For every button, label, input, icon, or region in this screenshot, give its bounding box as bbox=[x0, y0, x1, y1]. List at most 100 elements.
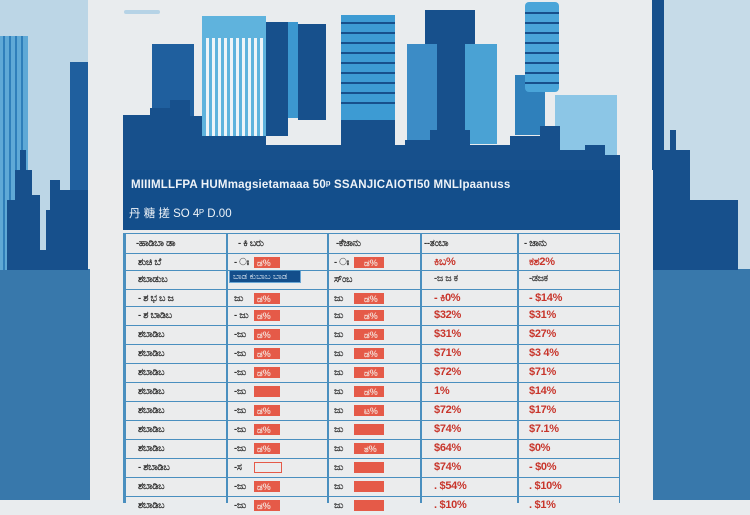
row-label: ಶುಚಿ ಬೆ bbox=[138, 257, 161, 268]
percent-value: $64% bbox=[434, 442, 461, 454]
progress-bar bbox=[354, 329, 384, 340]
progress-bar bbox=[254, 386, 280, 397]
building bbox=[288, 22, 298, 118]
table-header-row: -ಹಾಡಿಬಾ ಡಾ - ಕಿ ಬರು -ಕೆಜಾನು --ತಂಬಾ - ಜಾನ… bbox=[124, 233, 619, 253]
title-banner: MIIIMLLFPA HUMmagsietamaaa 50ᵖ SSANJICAI… bbox=[123, 170, 620, 230]
progress-bar bbox=[354, 405, 384, 416]
cell-value: -ಜು bbox=[234, 348, 246, 359]
bar-label: ಟ% bbox=[364, 406, 378, 416]
percent-value: $27% bbox=[529, 328, 556, 340]
building bbox=[341, 15, 395, 125]
percent-value: $71% bbox=[434, 347, 461, 359]
percent-value: . $54% bbox=[434, 480, 467, 492]
cell-value: ಸ್ಂಬ bbox=[334, 274, 353, 285]
cell-value: - ಃ bbox=[334, 257, 349, 268]
table-row: ಶಬಾಡಿಬ -ಜು ಡ% ಜು ಡ% $31% $27% bbox=[124, 325, 619, 344]
header-cell: - ಜಾನು bbox=[524, 238, 547, 249]
bar-label: ಡ% bbox=[257, 425, 271, 435]
progress-bar bbox=[254, 462, 282, 473]
percent-value: $72% bbox=[434, 404, 461, 416]
progress-bar bbox=[354, 293, 384, 304]
bar-label: ಡ% bbox=[364, 387, 378, 397]
percent-value: . $10% bbox=[434, 499, 467, 511]
table-row: ಶಬಾಡಿಬ -ಜು ಡ% ಜು ತ% $64% $0% bbox=[124, 439, 619, 458]
progress-bar bbox=[254, 329, 280, 340]
progress-bar bbox=[254, 293, 280, 304]
percent-value: - $14% bbox=[529, 292, 563, 304]
row-label: ಶಬಾಡಿಬ bbox=[138, 329, 165, 340]
cloud bbox=[124, 10, 160, 14]
cell-value: -ಜು bbox=[234, 424, 246, 435]
building bbox=[407, 44, 437, 144]
table-row: - ಶಬಾಡಿಬ -ಸ ಜು $74% - $0% bbox=[124, 458, 619, 477]
table-row: ಶಬಾಡಿಬ -ಜು ಡ% ಜು . $10% . $1% bbox=[124, 496, 619, 515]
progress-bar bbox=[354, 500, 384, 511]
cell-value: -ಜು bbox=[234, 386, 246, 397]
progress-bar bbox=[354, 348, 384, 359]
table-row: ಶಬಾಡಿಬ -ಜು ಡ% ಜು ಟ% $72% $17% bbox=[124, 401, 619, 420]
bar-label: ಡ% bbox=[364, 294, 378, 304]
header-cell: -ಕೆಜಾನು bbox=[336, 238, 361, 249]
table-row: ಶುಚಿ ಬೆ - ಃ ಡ% - ಃ ಡ% ಕಿಬ% ಕಶ2% bbox=[124, 253, 619, 270]
progress-bar bbox=[354, 386, 384, 397]
row-label: - ಶ ಬಾಡಿಬ bbox=[138, 310, 172, 321]
banner-title: MIIIMLLFPA HUMmagsietamaaa 50ᵖ SSANJICAI… bbox=[131, 179, 511, 191]
percent-value: $7.1% bbox=[529, 423, 559, 435]
bar-label: ತ% bbox=[364, 444, 377, 454]
cell-value: -ಜು bbox=[234, 500, 246, 511]
table-row: ಶಬಾಡಿಬ -ಜು ಡ% ಜು ಡ% $72% $71% bbox=[124, 363, 619, 382]
row-label: ಶಬಾಡಿಬ bbox=[138, 386, 165, 397]
cell-value: - ಃ bbox=[234, 257, 249, 268]
cell-value: ಜು bbox=[334, 424, 344, 435]
bar-label: ಡ% bbox=[257, 368, 271, 378]
percent-value: . $1% bbox=[529, 499, 556, 511]
percent-value: ಕಿಬ% bbox=[434, 256, 456, 268]
column-divider bbox=[226, 233, 228, 503]
progress-bar bbox=[254, 424, 280, 435]
building-stripes bbox=[341, 22, 395, 104]
percent-value: $3 4% bbox=[529, 347, 559, 359]
row-label: ಶಬಾಡಿಬ bbox=[138, 481, 165, 492]
column-divider bbox=[124, 233, 126, 503]
percent-value: - $0% bbox=[529, 461, 557, 473]
cell-value: ಜು bbox=[334, 329, 344, 340]
percent-value: $31% bbox=[434, 328, 461, 340]
row-label: ಶಬಾಡಿಬ bbox=[138, 424, 165, 435]
percent-value: $14% bbox=[529, 385, 556, 397]
building-stripes bbox=[525, 12, 559, 84]
building bbox=[266, 22, 288, 136]
bar-label: ಡ% bbox=[364, 258, 378, 268]
cell-value: ಜು bbox=[334, 500, 344, 511]
percent-value: $17% bbox=[529, 404, 556, 416]
progress-bar bbox=[354, 481, 384, 492]
table-row: ಶಬಾಡುಬ ಸ್ಂಬ -ಜ ಜ ಕ -ಡಜಕ bbox=[124, 270, 619, 289]
bar-label: ಡ% bbox=[257, 406, 271, 416]
cell-value: -ಜು bbox=[234, 481, 246, 492]
cell-value: ಜು bbox=[334, 481, 344, 492]
percent-value: ಕಶ2% bbox=[529, 256, 555, 268]
table-row: - ಶ ಬಾಡಿಬ - ಜು ಡ% ಜು ಡ% $32% $31% bbox=[124, 306, 619, 325]
progress-bar bbox=[354, 367, 384, 378]
progress-bar bbox=[254, 443, 280, 454]
progress-bar bbox=[354, 257, 384, 268]
row-label: - ಶ ಭ ಬ ಜ bbox=[138, 293, 174, 304]
percent-value: 1% bbox=[434, 385, 450, 397]
cell-value: ಜು bbox=[234, 293, 244, 304]
cell-value: -ಜು bbox=[234, 367, 246, 378]
percent-value: - ಕಿ0% bbox=[434, 292, 461, 304]
cell-value: - ಜು bbox=[234, 310, 249, 321]
progress-bar bbox=[254, 481, 280, 492]
percent-value: $74% bbox=[434, 461, 461, 473]
percent-value: -ಡಜಕ bbox=[529, 273, 548, 284]
building bbox=[525, 2, 559, 92]
table-row: ಶಬಾಡಿಬ -ಜು ಡ% ಜು ಡ% $71% $3 4% bbox=[124, 344, 619, 363]
progress-bar bbox=[354, 443, 384, 454]
column-divider bbox=[420, 233, 422, 503]
column-divider bbox=[517, 233, 519, 503]
bar-label: ಡ% bbox=[257, 294, 271, 304]
bar-label: ಡ% bbox=[257, 482, 271, 492]
bar-label: ಡ% bbox=[257, 349, 271, 359]
city-skyline-illustration bbox=[0, 0, 738, 270]
building bbox=[298, 24, 326, 120]
percent-value: $72% bbox=[434, 366, 461, 378]
